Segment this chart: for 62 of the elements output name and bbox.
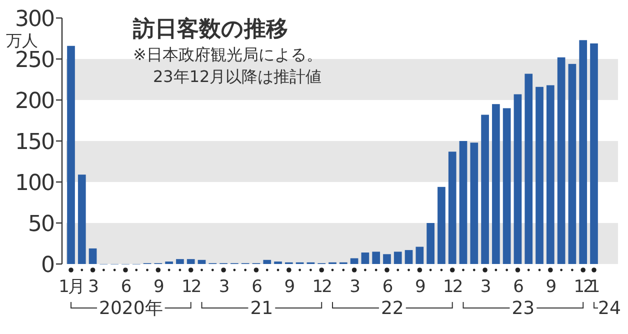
- x-tick-label: 9: [415, 277, 426, 297]
- bar: [524, 74, 533, 264]
- x-tick-label: 9: [284, 277, 294, 297]
- bar: [350, 258, 358, 264]
- x-tick-label: 12: [574, 277, 594, 297]
- bar: [459, 141, 468, 264]
- text: ※日本政府観光局による。 23年12月以降は推計値: [133, 45, 322, 86]
- bar: [361, 252, 370, 264]
- y-tick-label: 250: [15, 48, 54, 73]
- bar: [372, 252, 380, 264]
- y-tick-label: 0: [41, 253, 54, 278]
- y-tick-label: 300: [15, 7, 54, 32]
- text: 24: [598, 298, 621, 319]
- y-tick-label: 150: [15, 130, 54, 155]
- x-tick-label: 12: [182, 277, 201, 297]
- x-tick-label: 3: [88, 277, 98, 297]
- x-tick-label: 3: [480, 277, 490, 297]
- bar: [481, 114, 489, 264]
- chart-title: 訪日客数の推移: [132, 16, 288, 42]
- bar: [448, 152, 456, 264]
- bar: [67, 46, 75, 264]
- text: 2020年: [99, 298, 163, 319]
- text: 22: [380, 298, 404, 319]
- bar: [470, 142, 478, 264]
- bar: [546, 85, 554, 264]
- x-tick-label: 6: [513, 277, 524, 297]
- text: 23: [512, 298, 535, 319]
- x-tick-label: 3: [350, 277, 360, 297]
- x-tick-label: 6: [252, 277, 262, 297]
- bar: [383, 254, 391, 264]
- x-tick-label: 6: [382, 277, 392, 297]
- bar: [536, 86, 544, 264]
- bar: [438, 186, 446, 264]
- x-tick-label: 9: [546, 277, 556, 297]
- y-axis-title: 万人: [6, 31, 38, 50]
- bar: [186, 259, 195, 264]
- bar: [78, 174, 86, 264]
- y-tick-label: 50: [28, 212, 54, 237]
- bar: [502, 108, 511, 264]
- bar: [394, 252, 402, 264]
- bar: [568, 64, 576, 264]
- bar: [426, 223, 434, 264]
- x-tick-label: 12: [312, 277, 332, 297]
- bar: [416, 246, 424, 264]
- bar: [590, 43, 598, 264]
- bar: [492, 104, 500, 264]
- x-tick-label: 3: [218, 277, 229, 297]
- bar: [88, 248, 97, 264]
- x-tick-label: 6: [120, 277, 131, 297]
- bar: [176, 259, 184, 264]
- bar: [514, 94, 522, 264]
- bar: [263, 260, 272, 264]
- bar: [579, 40, 588, 264]
- bar: [198, 260, 206, 264]
- y-tick-label: 100: [15, 171, 54, 196]
- bar: [404, 250, 413, 264]
- x-tick-label: 12: [443, 277, 462, 297]
- bar: [557, 57, 566, 264]
- x-tick-label: 9: [154, 277, 164, 297]
- text: 21: [250, 298, 274, 319]
- x-tick-label: 1月: [58, 277, 84, 297]
- y-tick-label: 200: [15, 89, 54, 114]
